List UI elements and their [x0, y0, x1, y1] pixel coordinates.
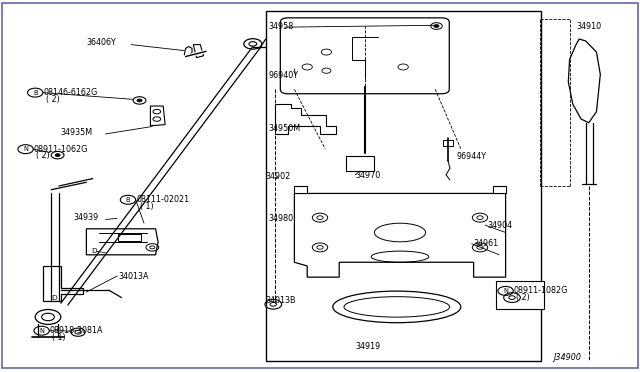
Text: 08111-02021: 08111-02021	[136, 195, 189, 204]
Text: 36406Y: 36406Y	[86, 38, 116, 47]
Polygon shape	[118, 234, 141, 241]
Text: 34902: 34902	[266, 172, 291, 181]
Bar	[496, 281, 544, 309]
Text: 34980: 34980	[269, 214, 294, 223]
Text: 08918-3081A: 08918-3081A	[50, 326, 104, 335]
Text: ( 1): ( 1)	[140, 202, 153, 211]
Polygon shape	[43, 266, 83, 301]
Text: 08911-1082G: 08911-1082G	[514, 286, 568, 295]
Text: 08146-6162G: 08146-6162G	[44, 88, 98, 97]
Text: 34013A: 34013A	[118, 272, 149, 280]
Bar	[266, 11, 541, 361]
Text: 34970: 34970	[355, 171, 380, 180]
Polygon shape	[294, 186, 307, 193]
Polygon shape	[346, 156, 374, 171]
Text: D: D	[51, 295, 57, 301]
Text: D: D	[92, 248, 97, 254]
Text: B: B	[125, 197, 131, 203]
Text: ( 2): ( 2)	[46, 95, 60, 104]
Polygon shape	[150, 106, 165, 126]
Circle shape	[55, 154, 60, 157]
Text: ( 1): ( 1)	[52, 333, 66, 342]
Text: 34013B: 34013B	[266, 296, 296, 305]
Circle shape	[137, 99, 142, 102]
Text: 34950M: 34950M	[269, 124, 301, 133]
Text: 34935M: 34935M	[61, 128, 93, 137]
Circle shape	[434, 25, 439, 28]
Polygon shape	[294, 193, 506, 277]
Polygon shape	[568, 39, 600, 123]
Polygon shape	[493, 186, 506, 193]
Text: 34919: 34919	[355, 342, 380, 351]
Text: N: N	[503, 288, 508, 294]
Text: 34904: 34904	[488, 221, 513, 230]
Text: 34910: 34910	[576, 22, 601, 31]
FancyBboxPatch shape	[280, 18, 449, 94]
Text: 96940Y: 96940Y	[269, 71, 299, 80]
Polygon shape	[86, 229, 158, 255]
Text: 34961: 34961	[474, 239, 499, 248]
Polygon shape	[275, 104, 336, 134]
Text: N: N	[39, 328, 44, 334]
Text: N: N	[23, 146, 28, 152]
Polygon shape	[443, 140, 453, 146]
Text: 34958: 34958	[269, 22, 294, 31]
Text: 08911-1062G: 08911-1062G	[34, 145, 88, 154]
Text: 96944Y: 96944Y	[457, 153, 487, 161]
Text: B: B	[33, 90, 38, 96]
Text: ( 2): ( 2)	[516, 293, 530, 302]
Polygon shape	[184, 46, 192, 57]
Text: J34900: J34900	[554, 353, 582, 362]
Text: ( 2): ( 2)	[36, 151, 50, 160]
Text: 34939: 34939	[74, 213, 99, 222]
